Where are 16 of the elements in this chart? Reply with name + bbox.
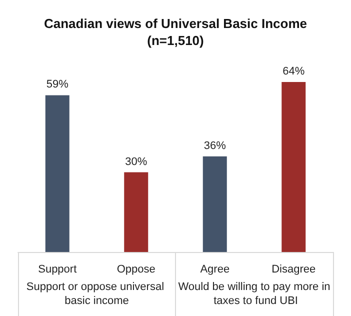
bar	[45, 95, 70, 252]
data-label: 36%	[204, 140, 226, 152]
data-label: 30%	[125, 156, 148, 168]
x-tick-label: Disagree	[272, 264, 316, 276]
x-tick-label: Oppose	[116, 264, 156, 276]
bar	[282, 82, 306, 252]
text: Would be willing to pay more in taxes to fund UBI	[178, 281, 330, 307]
x-tick-label: Support	[38, 264, 77, 276]
bar	[124, 172, 148, 252]
bar	[202, 156, 227, 252]
chart-subtitle: (n=1,510)	[147, 33, 204, 48]
data-label: 59%	[46, 78, 69, 91]
text: Support or oppose universal basic income	[26, 281, 168, 307]
data-label: 64%	[282, 65, 305, 78]
chart-title: Canadian views of Universal Basic Income	[44, 16, 307, 31]
x-tick-label: Agree	[200, 264, 230, 276]
